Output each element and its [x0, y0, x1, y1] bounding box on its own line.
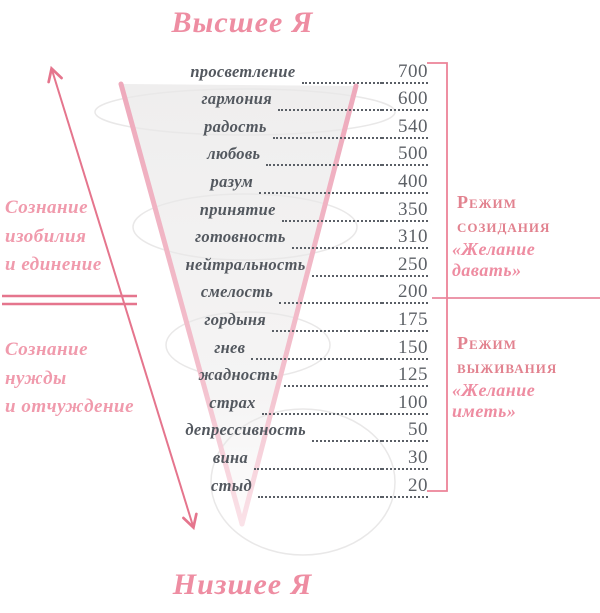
dotted-leader — [259, 191, 382, 194]
dotted-leader — [278, 109, 382, 112]
level-label: депрессивность — [185, 420, 306, 440]
level-value: 700 — [382, 61, 428, 84]
level-row: депрессивность 50 — [150, 415, 428, 443]
left-label-abundance: Сознание изобилия и единение — [5, 197, 102, 275]
level-label: принятие — [199, 199, 276, 219]
bottom-title: Низшее Я — [172, 568, 313, 601]
dotted-leader — [281, 219, 382, 222]
level-value: 200 — [382, 282, 428, 305]
up-down-arrow — [47, 65, 198, 531]
level-row: гармония 600 — [150, 84, 428, 112]
level-value: 250 — [382, 254, 428, 277]
level-row: разум 400 — [150, 166, 428, 194]
level-value: 50 — [382, 420, 428, 443]
level-row: любовь 500 — [150, 139, 428, 167]
level-label: нейтральность — [185, 254, 306, 274]
level-value: 350 — [382, 199, 428, 222]
level-row: жадность 125 — [150, 360, 428, 388]
level-row: вина 30 — [150, 442, 428, 470]
level-row: стыд 20 — [150, 470, 428, 498]
dotted-leader — [311, 440, 382, 443]
dotted-leader — [266, 164, 382, 167]
level-label: вина — [212, 447, 249, 467]
level-row: смелость 200 — [150, 277, 428, 305]
level-row: радость 540 — [150, 111, 428, 139]
level-label: любовь — [207, 144, 261, 164]
scale-bracket — [427, 62, 448, 492]
level-row: готовность 310 — [150, 222, 428, 250]
level-value: 30 — [382, 448, 428, 470]
level-value: 500 — [382, 144, 428, 167]
level-row: гордыня 175 — [150, 304, 428, 332]
level-value: 150 — [382, 337, 428, 360]
level-value: 600 — [382, 89, 428, 112]
level-row: страх 100 — [150, 387, 428, 415]
level-label: разум — [210, 171, 254, 191]
level-label: радость — [204, 116, 267, 136]
level-label: просветление — [190, 61, 296, 81]
level-label: смелость — [200, 282, 274, 302]
right-quote-have: «Желание иметь» — [452, 380, 536, 421]
dotted-leader — [311, 274, 382, 277]
level-label: гнев — [214, 337, 246, 357]
right-label-creation-mode: Режим созидания — [457, 192, 551, 237]
dotted-leader — [258, 495, 382, 498]
level-label: готовность — [195, 227, 286, 247]
dotted-leader — [279, 302, 382, 305]
level-label: гармония — [201, 89, 273, 109]
level-label: стыд — [211, 475, 253, 495]
level-value: 175 — [382, 310, 428, 332]
levels-list: просветление 700 гармония 600 радость 540 любо… — [150, 56, 428, 498]
level-row: просветление 700 — [150, 56, 428, 84]
left-label-need: Сознание нужды и отчуждение — [5, 339, 135, 417]
level-label: гордыня — [204, 309, 267, 329]
dotted-leader — [272, 329, 382, 332]
level-label: жадность — [198, 365, 279, 385]
right-label-survival-mode: Режим выживания — [457, 333, 558, 378]
level-row: принятие 350 — [150, 194, 428, 222]
dotted-leader — [254, 467, 382, 470]
dotted-leader — [301, 81, 382, 84]
level-value: 400 — [382, 172, 428, 194]
level-label: страх — [209, 392, 256, 412]
dotted-leader — [284, 385, 382, 388]
level-value: 125 — [382, 365, 428, 388]
left-divider-lines — [2, 294, 137, 306]
top-title: Высшее Я — [171, 6, 314, 39]
dotted-leader — [251, 357, 382, 360]
dotted-leader — [261, 412, 382, 415]
level-value: 310 — [382, 227, 428, 250]
level-value: 540 — [382, 116, 428, 139]
dotted-leader — [291, 247, 382, 250]
level-row: нейтральность 250 — [150, 249, 428, 277]
level-value: 20 — [382, 475, 428, 498]
dotted-leader — [272, 136, 382, 139]
level-row: гнев 150 — [150, 332, 428, 360]
right-quote-give: «Желание давать» — [452, 239, 536, 280]
level-value: 100 — [382, 392, 428, 415]
